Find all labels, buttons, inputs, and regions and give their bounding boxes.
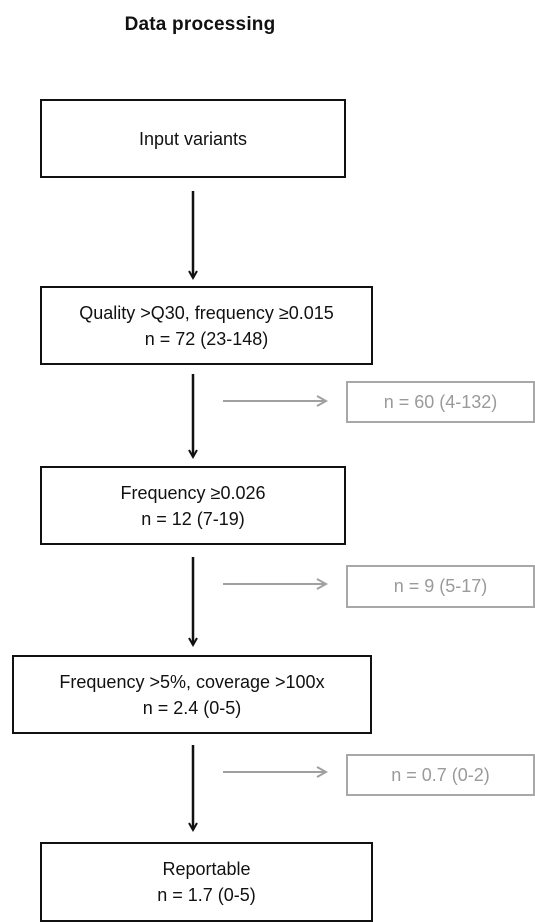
step-label: Input variants <box>138 128 248 149</box>
step-count: n = 1.7 (0-5) <box>157 885 256 905</box>
filtered-box-3: n = 0.7 (0-2) <box>346 754 535 796</box>
step-quality-filter: Quality >Q30, frequency ≥0.015 n = 72 (2… <box>40 286 373 365</box>
step-count: n = 2.4 (0-5) <box>142 697 242 718</box>
step-label: Frequency ≥0.026 <box>120 482 266 503</box>
step-count: n = 72 (23-148) <box>144 328 269 349</box>
filtered-count: n = 0.7 (0-2) <box>391 764 490 785</box>
step-count: n = 12 (7-19) <box>141 508 245 529</box>
filtered-box-2: n = 9 (5-17) <box>346 565 535 608</box>
filtered-count: n = 60 (4-132) <box>383 391 498 412</box>
step-input-variants: Input variants <box>40 99 346 178</box>
step-label: Frequency >5%, coverage >100x <box>59 671 325 692</box>
step-label: Reportable <box>162 859 251 879</box>
diagram-title: Data processing <box>124 14 276 35</box>
step-frequency-filter: Frequency ≥0.026 n = 12 (7-19) <box>40 466 346 545</box>
step-label: Quality >Q30, frequency ≥0.015 <box>79 302 334 323</box>
step-frequency-coverage-filter: Frequency >5%, coverage >100x n = 2.4 (0… <box>12 655 372 734</box>
filtered-box-1: n = 60 (4-132) <box>346 381 535 423</box>
step-reportable: Reportable n = 1.7 (0-5) <box>40 842 373 922</box>
filtered-count: n = 9 (5-17) <box>393 576 488 596</box>
